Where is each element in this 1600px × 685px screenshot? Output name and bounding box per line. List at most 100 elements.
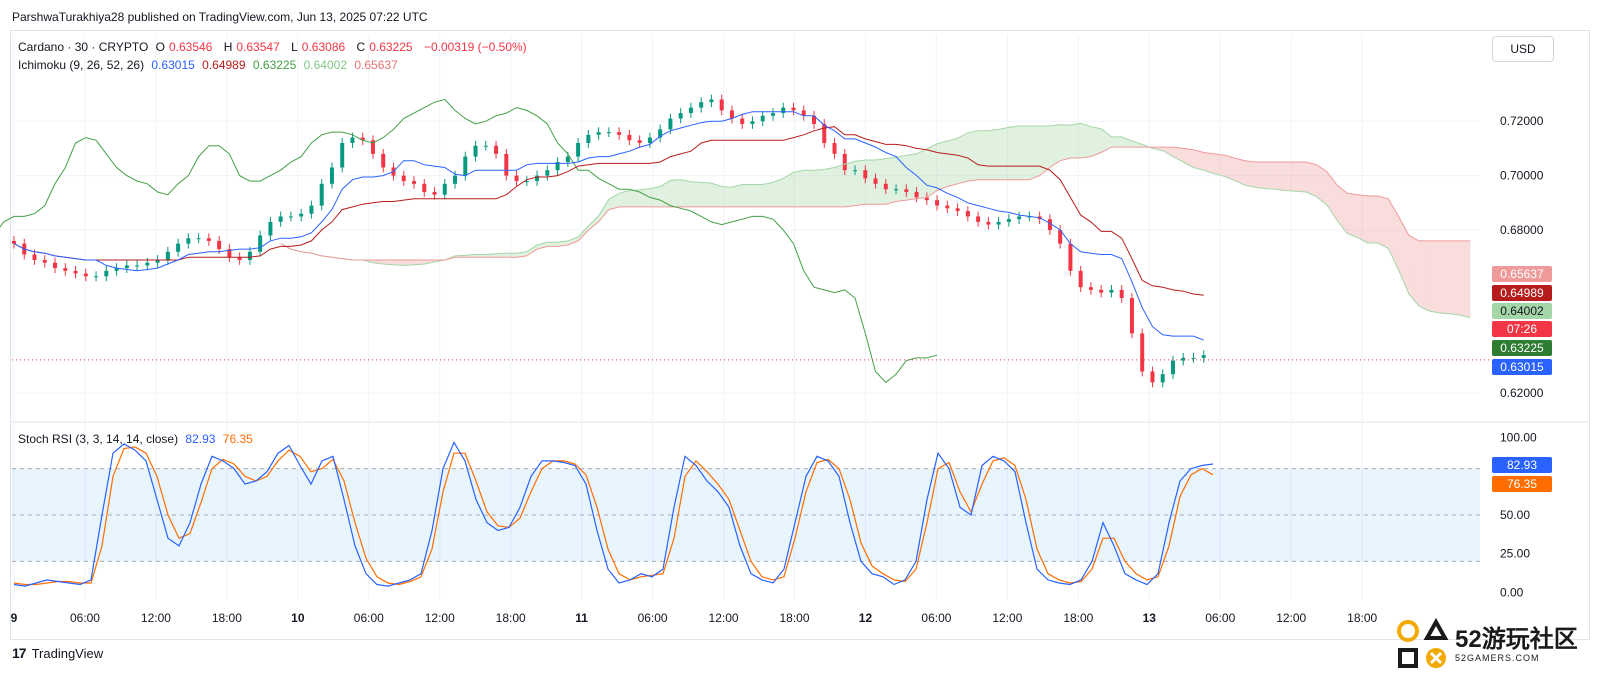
stoch-axis-tick: 25.00 <box>1500 547 1530 561</box>
candle-body <box>1027 216 1032 218</box>
ichimoku-legend: Ichimoku (9, 26, 52, 26) 0.63015 0.64989… <box>18 58 402 72</box>
candle-body <box>1129 298 1134 334</box>
candle-body <box>678 113 683 119</box>
candle-body <box>1088 287 1093 290</box>
cloud-segment <box>1224 155 1235 181</box>
candle-body <box>535 175 540 182</box>
time-axis-tick: 18:00 <box>1063 611 1093 625</box>
price-axis-tick: 0.68000 <box>1500 223 1544 237</box>
cloud-segment <box>1244 160 1256 188</box>
candle-body <box>822 123 827 143</box>
price-tag-countdown: 07:26 <box>1492 321 1552 337</box>
candle-body <box>904 189 909 192</box>
cloud-segment <box>937 140 948 191</box>
cloud-segment <box>680 179 691 207</box>
watermark: 52游玩社区 52GAMERS.COM <box>1395 610 1595 680</box>
cloud-segment <box>1398 216 1409 294</box>
symbol-name: Cardano · 30 · CRYPTO <box>18 40 149 54</box>
tradingview-logo-icon: 17 <box>12 645 27 661</box>
candle-body <box>1191 357 1196 359</box>
cloud-segment <box>414 259 425 265</box>
cloud-segment <box>496 253 507 258</box>
cloud-segment <box>1121 136 1132 148</box>
cloud-segment <box>1070 123 1081 158</box>
cloud-segment <box>1337 185 1348 234</box>
candle-body <box>114 268 119 271</box>
stoch-d-line <box>13 446 1214 586</box>
price-axis-tick: 0.72000 <box>1500 114 1544 128</box>
span-a-line <box>280 122 1471 319</box>
candle-body <box>442 183 447 195</box>
candle-body <box>32 254 37 260</box>
cloud-segment <box>1378 196 1389 249</box>
cloud-segment <box>1193 149 1204 171</box>
cloud-segment <box>875 158 886 205</box>
grid <box>10 35 1590 600</box>
candle-body <box>422 183 427 192</box>
candle-body <box>206 238 211 241</box>
cloud-segment <box>752 184 763 207</box>
candle-body <box>1058 230 1063 244</box>
candle-body <box>453 175 458 184</box>
cloud-segment <box>824 167 835 207</box>
cloud-segment <box>844 161 856 207</box>
stoch-d-value: 76.35 <box>222 432 253 446</box>
publisher-line: ParshwaTurakhiya28 published on TradingV… <box>12 10 428 24</box>
cloud-segment <box>793 170 804 207</box>
ichimoku-cloud <box>280 123 1471 318</box>
tradingview-brand-label: TradingView <box>31 645 104 661</box>
stoch-axis-tick: 50.00 <box>1500 508 1530 522</box>
candle-body <box>688 107 693 114</box>
candle-body <box>155 259 160 263</box>
cloud-segment <box>1234 157 1245 186</box>
change-value: −0.00319 (−0.50%) <box>423 40 527 54</box>
candle-body <box>124 265 129 269</box>
cloud-segment <box>957 132 968 184</box>
stoch-axis-tick: 0.00 <box>1500 585 1524 599</box>
price-axis-tick: 0.62000 <box>1500 386 1544 400</box>
high-value: H 0.63547 <box>223 40 280 54</box>
candle-body <box>288 216 293 218</box>
candle-body <box>781 107 786 114</box>
candle-body <box>863 170 868 179</box>
candle-body <box>883 183 888 190</box>
tradingview-brand[interactable]: 17 TradingView <box>12 645 103 661</box>
cloud-segment <box>762 182 773 207</box>
cloud-segment <box>660 180 671 207</box>
cloud-segment <box>1316 164 1327 205</box>
cloud-segment <box>906 153 917 201</box>
candle-body <box>1109 289 1114 293</box>
candle-body <box>1006 219 1011 222</box>
cloud-segment <box>772 178 784 207</box>
cloud-segment <box>547 242 558 247</box>
stoch-label: Stoch RSI (3, 3, 14, 14, close) <box>18 432 179 446</box>
cloud-segment <box>701 182 712 207</box>
cloud-segment <box>629 189 640 207</box>
open-value: O 0.63546 <box>155 40 213 54</box>
candle-body <box>770 113 775 116</box>
candle-body <box>473 145 478 157</box>
cloud-segment <box>1408 235 1420 307</box>
cloud-segment <box>1162 147 1173 157</box>
time-axis-tick: 06:00 <box>921 611 951 625</box>
cloud-segment <box>578 225 589 241</box>
watermark-logo-icon <box>1397 618 1449 668</box>
candle-body <box>801 110 806 116</box>
candle-body <box>668 118 673 130</box>
stoch-rsi-pane <box>12 441 1480 587</box>
cloud-segment <box>1388 198 1399 271</box>
currency-button[interactable]: USD <box>1492 36 1554 62</box>
cloud-segment <box>567 236 579 245</box>
candle-body <box>873 178 878 184</box>
cloud-segment <box>506 253 517 258</box>
candle-body <box>463 156 468 176</box>
candle-body <box>1181 357 1186 361</box>
time-axis-tick: 12:00 <box>709 611 739 625</box>
stoch-k-line <box>13 441 1214 587</box>
cloud-segment <box>926 143 938 198</box>
time-axis-tick: 13 <box>1143 611 1157 625</box>
price-axis-tick: 0.70000 <box>1500 169 1544 183</box>
candle-body <box>1099 289 1104 293</box>
candle-body <box>996 221 1001 225</box>
